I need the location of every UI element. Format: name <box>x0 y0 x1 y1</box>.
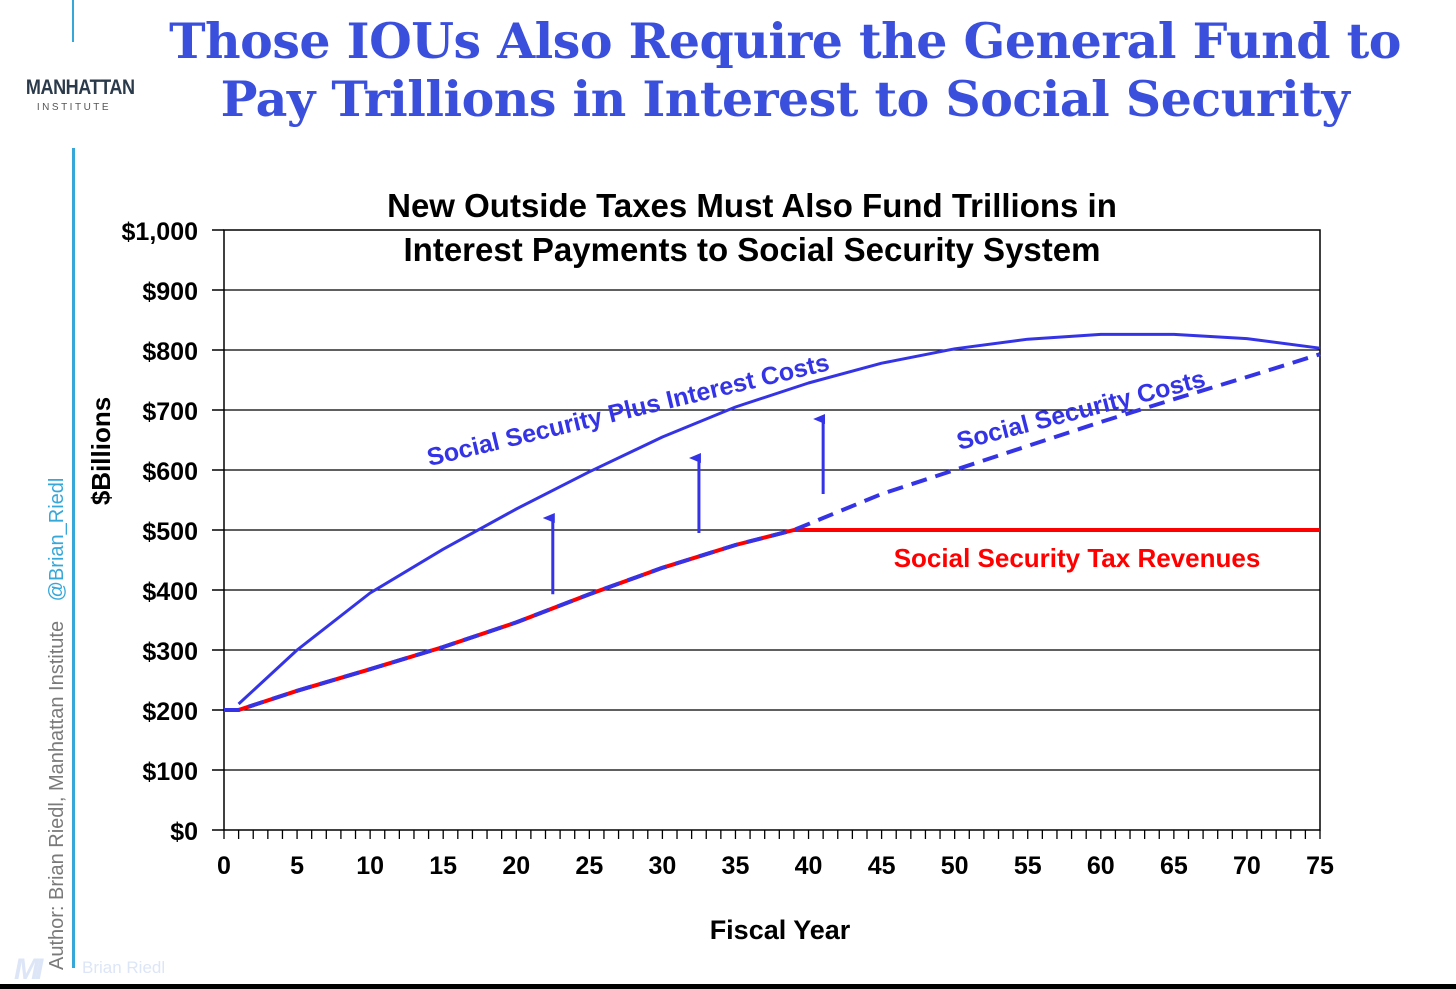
footer-logo-mark: MI <box>14 953 43 986</box>
y-tick-label: $1,000 <box>122 218 198 246</box>
logo-sub-text: INSTITUTE <box>36 102 112 113</box>
y-tick-label: $400 <box>142 578 198 606</box>
y-tick-label: $700 <box>142 398 198 426</box>
x-tick-label: 60 <box>1087 852 1115 880</box>
slide-title: Those IOUs Also Require the General Fund… <box>120 12 1450 128</box>
footer-author-name: Brian Riedl <box>82 958 166 977</box>
accent-rule-top <box>72 0 74 42</box>
y-tick-label: $300 <box>142 638 198 666</box>
chart-title-line-1: New Outside Taxes Must Also Fund Trillio… <box>387 187 1117 224</box>
x-tick-label: 45 <box>868 852 896 880</box>
x-tick-label: 30 <box>648 852 676 880</box>
y-tick-label: $600 <box>142 458 198 486</box>
series-label-tax-revenues: Social Security Tax Revenues <box>894 543 1261 573</box>
series-line-plus-interest-costs <box>237 332 1321 706</box>
slide-title-line-2: Pay Trillions in Interest to Social Secu… <box>220 70 1350 128</box>
slide-bottom-edge <box>0 984 1456 989</box>
x-tick-label: 40 <box>795 852 823 880</box>
accent-rule-side <box>72 148 75 968</box>
slide-title-line-1: Those IOUs Also Require the General Fund… <box>169 12 1401 70</box>
manhattan-institute-logo: MANHATTAN INSTITUTE <box>18 76 135 113</box>
y-tick-label: $0 <box>170 818 198 846</box>
x-tick-label: 70 <box>1233 852 1261 880</box>
y-axis-label: $Billions <box>86 397 116 505</box>
logo-main-text: MANHATTAN <box>25 76 135 99</box>
y-tick-label: $100 <box>142 758 198 786</box>
y-tick-label: $900 <box>142 278 198 306</box>
x-tick-label: 15 <box>429 852 457 880</box>
x-tick-label: 35 <box>722 852 750 880</box>
x-tick-label: 0 <box>217 852 231 880</box>
x-tick-label: 50 <box>941 852 969 880</box>
x-tick-label: 65 <box>1160 852 1188 880</box>
x-tick-label: 55 <box>1014 852 1042 880</box>
x-tick-label: 5 <box>290 852 304 880</box>
x-tick-label: 75 <box>1306 852 1334 880</box>
y-tick-label: $800 <box>142 338 198 366</box>
x-axis-label: Fiscal Year <box>710 915 851 945</box>
x-tick-label: 25 <box>575 852 603 880</box>
y-tick-label: $500 <box>142 518 198 546</box>
x-tick-label: 20 <box>502 852 530 880</box>
y-tick-label: $200 <box>142 698 198 726</box>
series-line-social-security-costs <box>224 352 1321 712</box>
chart-title-line-2: Interest Payments to Social Security Sys… <box>404 231 1101 268</box>
x-tick-label: 10 <box>356 852 384 880</box>
